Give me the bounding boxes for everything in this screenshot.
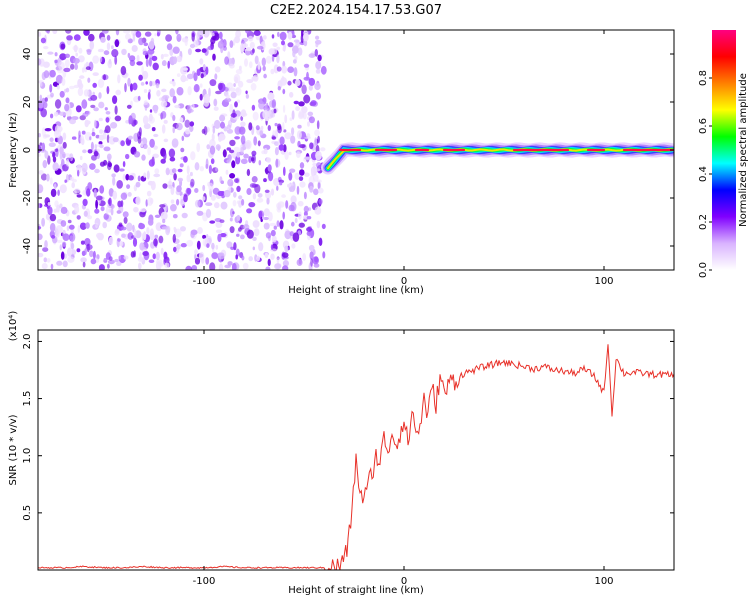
heatmap-content — [38, 30, 674, 270]
colorbar: 0.0 0.2 0.4 0.6 0.8 Normalized spectral ampl… — [698, 30, 749, 278]
colorbar-tick-label: 0.2 — [698, 214, 709, 230]
snr-y-tick-label: 1.5 — [22, 391, 33, 407]
snr-y-tick-label: 0.5 — [22, 505, 33, 521]
snr-series-line — [38, 344, 674, 570]
colorbar-ticks: 0.0 0.2 0.4 0.6 0.8 — [698, 70, 712, 278]
colorbar-tick-label: 0.4 — [698, 166, 709, 182]
figure-title: C2E2.2024.154.17.53.G07 — [270, 3, 442, 18]
snr-x-ticks: -100 0 100 — [193, 330, 614, 587]
snr-x-label: Height of straight line (km) — [288, 585, 424, 596]
spectrogram-panel: -100 0 100 -40 -20 0 20 40 Height of straight … — [8, 29, 675, 296]
colorbar-bar — [712, 30, 736, 270]
snr-frame — [37, 329, 675, 571]
heatmap-y-tick-label: -40 — [22, 238, 33, 254]
colorbar-label: Normalized spectral amplitude — [738, 73, 749, 227]
snr-y-multiplier: (x10⁴) — [8, 311, 19, 342]
snr-y-label: SNR (10 * v/v) — [8, 414, 19, 485]
heatmap-y-tick-label: 40 — [22, 48, 33, 61]
heatmap-x-tick-label: 100 — [594, 276, 613, 287]
heatmap-noise-texture — [38, 30, 327, 270]
snr-y-ticks: 0.5 1.0 1.5 2.0 — [22, 333, 674, 521]
heatmap-y-tick-label: 0 — [22, 147, 33, 153]
snr-x-tick-label: -100 — [193, 576, 216, 587]
snr-x-tick-label: 0 — [401, 576, 407, 587]
heatmap-y-tick-label: -20 — [22, 190, 33, 206]
snr-panel: -100 0 100 0.5 1.0 1.5 2.0 Height of straight… — [8, 311, 675, 596]
heatmap-x-tick-label: 0 — [401, 276, 407, 287]
colorbar-tick-label: 0.8 — [698, 70, 709, 86]
colorbar-tick-label: 0.6 — [698, 118, 709, 134]
snr-x-tick-label: 100 — [594, 576, 613, 587]
heatmap-y-ticks: -40 -20 0 20 40 — [22, 48, 674, 254]
heatmap-y-label: Frequency (Hz) — [8, 112, 19, 188]
colorbar-tick-label: 0.0 — [698, 262, 709, 278]
heatmap-x-label: Height of straight line (km) — [288, 285, 424, 296]
heatmap-y-tick-label: 20 — [22, 96, 33, 109]
snr-y-tick-label: 1.0 — [22, 448, 33, 464]
heatmap-x-ticks: -100 0 100 — [193, 30, 614, 287]
heatmap-x-tick-label: -100 — [193, 276, 216, 287]
snr-y-tick-label: 2.0 — [22, 333, 33, 349]
heatmap-signal-band — [321, 142, 674, 175]
